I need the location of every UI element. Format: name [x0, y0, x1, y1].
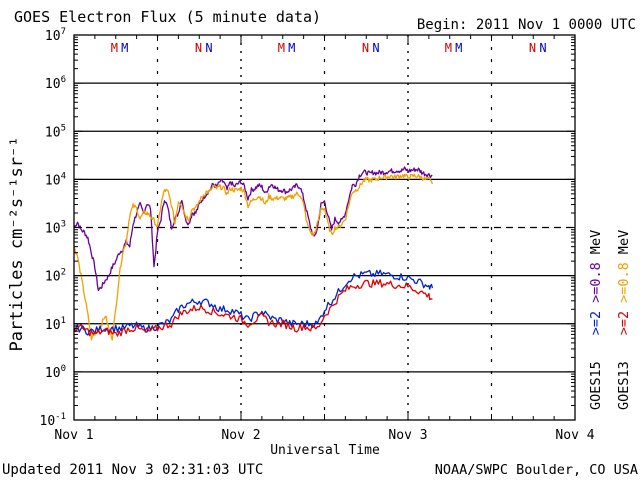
mn-marker: N [362, 41, 369, 55]
plot-frame [73, 34, 576, 421]
y-tick-label: 102 [45, 268, 66, 285]
series-goes13-0-8-mev [73, 173, 434, 341]
legend-goes13: GOES13>=2>=0.8MeV [616, 230, 632, 410]
x-tick-label: Nov 1 [54, 428, 93, 443]
legend-entry-goes15: GOES15>=2>=0.8MeV [588, 230, 604, 410]
mn-marker: M [288, 41, 295, 55]
mn-marker: N [372, 41, 379, 55]
x-tick-label: Nov 2 [221, 428, 260, 443]
series-goes13-2-mev [73, 279, 433, 337]
y-tick-label: 107 [45, 27, 66, 44]
credit-text: NOAA/SWPC Boulder, CO USA [435, 462, 638, 478]
y-tick-label: 106 [45, 75, 66, 92]
series-goes15-0-8-mev [73, 166, 433, 292]
mn-marker: N [539, 41, 546, 55]
y-tick-label: 105 [45, 123, 66, 140]
updated-timestamp: Updated 2011 Nov 3 02:31:03 UTC [2, 462, 263, 478]
legend-goes15: GOES15>=2>=0.8MeV [588, 230, 604, 410]
y-axis-label: Particles cm⁻²s⁻¹sr⁻¹ [7, 137, 27, 352]
mn-marker: N [529, 41, 536, 55]
x-axis-label: Universal Time [270, 443, 380, 458]
y-tick-label: 101 [45, 316, 66, 333]
mn-marker: M [445, 41, 452, 55]
x-tick-label: Nov 3 [388, 428, 427, 443]
mn-marker: M [278, 41, 285, 55]
y-tick-label: 103 [45, 220, 66, 237]
x-tick-label: Nov 4 [555, 428, 594, 443]
y-tick-label: 100 [45, 364, 66, 381]
mn-marker: M [455, 41, 462, 55]
y-tick-label: 104 [45, 171, 66, 188]
chart-title: GOES Electron Flux (5 minute data) [14, 8, 321, 26]
mn-marker: M [111, 41, 118, 55]
series-goes15-2-mev [73, 269, 434, 336]
legend-entry-goes13: GOES13>=2>=0.8MeV [616, 230, 632, 410]
begin-date: Begin: 2011 Nov 1 0000 UTC [417, 17, 636, 33]
mn-marker: M [121, 41, 128, 55]
y-tick-label: 10-1 [40, 412, 67, 429]
mn-marker: N [205, 41, 212, 55]
mn-marker: N [195, 41, 202, 55]
